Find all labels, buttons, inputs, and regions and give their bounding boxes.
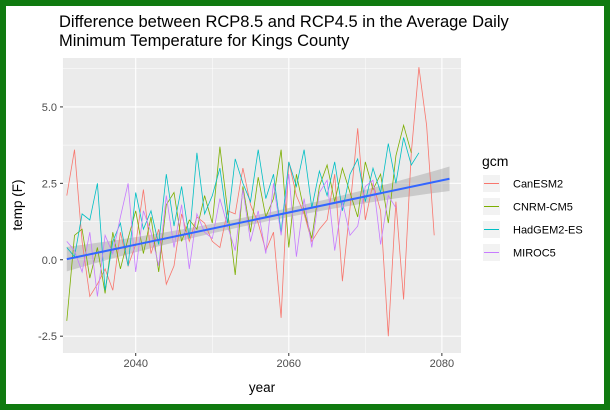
legend-label: HadGEM2-ES <box>513 225 583 237</box>
legend-label: MIROC5 <box>513 248 556 260</box>
legend-label: CNRM-CM5 <box>513 202 573 214</box>
x-tick-label: 2060 <box>277 358 301 370</box>
axis-ticks: 2040 2060 2080 -2.5 0.0 2.5 5.0 <box>38 102 454 370</box>
grid-lines <box>63 58 461 353</box>
legend-title: gcm <box>482 153 508 169</box>
series-line-miroc5 <box>66 174 397 297</box>
x-tick-label: 2080 <box>430 358 454 370</box>
trend-line <box>66 177 450 261</box>
x-axis-title: year <box>249 380 276 395</box>
y-axis-title: temp (F) <box>10 179 25 230</box>
y-tick-label: 2.5 <box>42 178 57 190</box>
chart-title-line-1: Difference between RCP8.5 and RCP4.5 in … <box>59 13 509 31</box>
y-tick-label: -2.5 <box>38 331 57 343</box>
y-tick-label: 5.0 <box>42 102 57 114</box>
x-tick-label: 2040 <box>123 358 147 370</box>
chart-title-line-2: Minimum Temperature for Kings County <box>59 32 350 50</box>
trend-line-group <box>66 177 450 261</box>
legend-label: CanESM2 <box>513 179 563 191</box>
y-tick-label: 0.0 <box>42 255 57 267</box>
legend: CanESM2 CNRM-CM5 HadGEM2-ES MIROC5 <box>483 175 583 261</box>
series-line-hadgem2-es <box>66 137 420 291</box>
series-lines <box>66 67 435 337</box>
series-line-cnrm-cm5 <box>66 123 412 321</box>
